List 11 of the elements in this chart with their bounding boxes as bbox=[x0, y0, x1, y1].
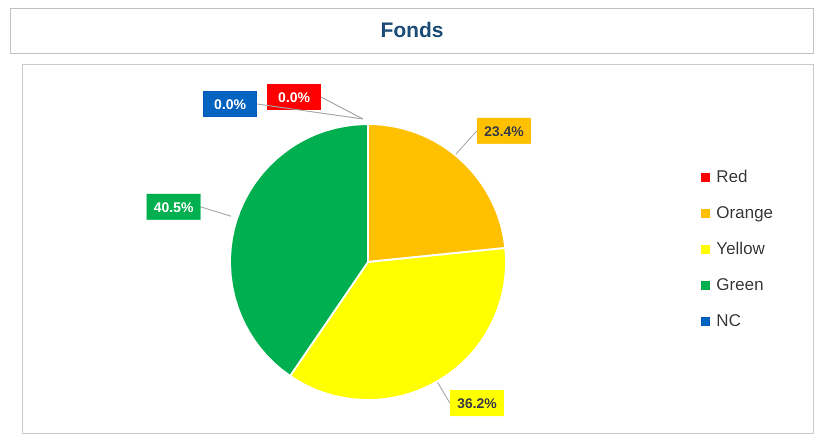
data-label: 36.2% bbox=[457, 395, 498, 412]
chart-title: Fonds bbox=[10, 8, 814, 54]
data-label: 23.4% bbox=[484, 122, 524, 139]
legend-label: Yellow bbox=[716, 239, 765, 259]
legend-label: Red bbox=[716, 167, 748, 187]
legend-label: Orange bbox=[716, 203, 773, 223]
text: 0.0% bbox=[214, 96, 246, 112]
data-label: 40.5% bbox=[154, 198, 194, 215]
legend-label: Green bbox=[716, 275, 764, 295]
text: 0.0% bbox=[278, 89, 310, 105]
legend-label: NC bbox=[716, 311, 741, 331]
